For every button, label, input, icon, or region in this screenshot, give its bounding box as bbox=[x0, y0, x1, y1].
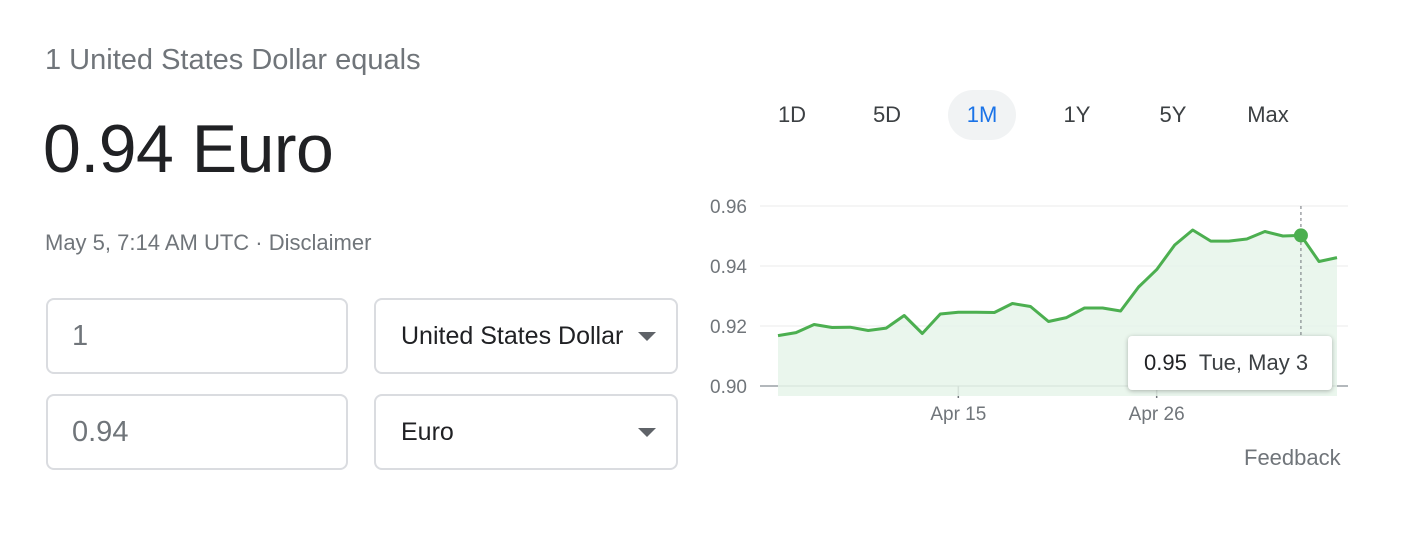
timestamp: May 5, 7:14 AM UTC bbox=[45, 230, 250, 255]
separator: · bbox=[249, 230, 269, 255]
to-amount-value: 0.94 bbox=[72, 415, 129, 448]
highlight-point bbox=[1293, 228, 1308, 243]
tooltip-value: 0.95 bbox=[1144, 350, 1187, 375]
y-tick-label: 0.90 bbox=[710, 377, 747, 398]
range-tab-1d[interactable]: 1D bbox=[777, 102, 807, 127]
from-amount-value: 1 bbox=[72, 319, 89, 352]
feedback-link[interactable]: Feedback bbox=[1244, 445, 1341, 470]
to-currency-value: Euro bbox=[401, 417, 454, 446]
x-tick-label: Apr 15 bbox=[930, 404, 986, 425]
chart-tooltip: 0.95 Tue, May 3 bbox=[1128, 336, 1332, 390]
range-tab-5y[interactable]: 5Y bbox=[1159, 102, 1187, 127]
x-tick-label: Apr 26 bbox=[1129, 404, 1185, 425]
y-tick-label: 0.96 bbox=[710, 197, 747, 218]
from-currency-select[interactable]: United States Dollar bbox=[374, 298, 678, 374]
range-tab-max[interactable]: Max bbox=[1247, 102, 1289, 127]
chart-series-line bbox=[777, 228, 1338, 338]
converted-rate: 0.94 Euro bbox=[43, 111, 334, 187]
tooltip-date: Tue, May 3 bbox=[1198, 350, 1309, 375]
dropdown-arrow-icon bbox=[638, 332, 656, 341]
base-amount-label: 1 United States Dollar equals bbox=[45, 44, 421, 76]
range-tab-1y[interactable]: 1Y bbox=[1063, 102, 1091, 127]
dropdown-arrow-icon bbox=[638, 428, 656, 437]
y-tick-label: 0.92 bbox=[710, 317, 747, 338]
exchange-rate-chart[interactable]: 0.96 0.94 0.92 0.90 Apr 15 Apr 26 bbox=[700, 180, 1360, 440]
timestamp-line: May 5, 7:14 AM UTC · Disclaimer bbox=[45, 230, 371, 256]
disclaimer-link[interactable]: Disclaimer bbox=[268, 230, 372, 255]
y-tick-label: 0.94 bbox=[710, 257, 747, 278]
range-tab-5d[interactable]: 5D bbox=[872, 102, 902, 127]
from-currency-value: United States Dollar bbox=[401, 321, 624, 350]
to-currency-select[interactable]: Euro bbox=[374, 394, 678, 470]
from-amount-input[interactable]: 1 bbox=[46, 298, 348, 374]
range-tab-1m[interactable]: 1M bbox=[948, 90, 1016, 140]
to-amount-input[interactable]: 0.94 bbox=[46, 394, 348, 470]
